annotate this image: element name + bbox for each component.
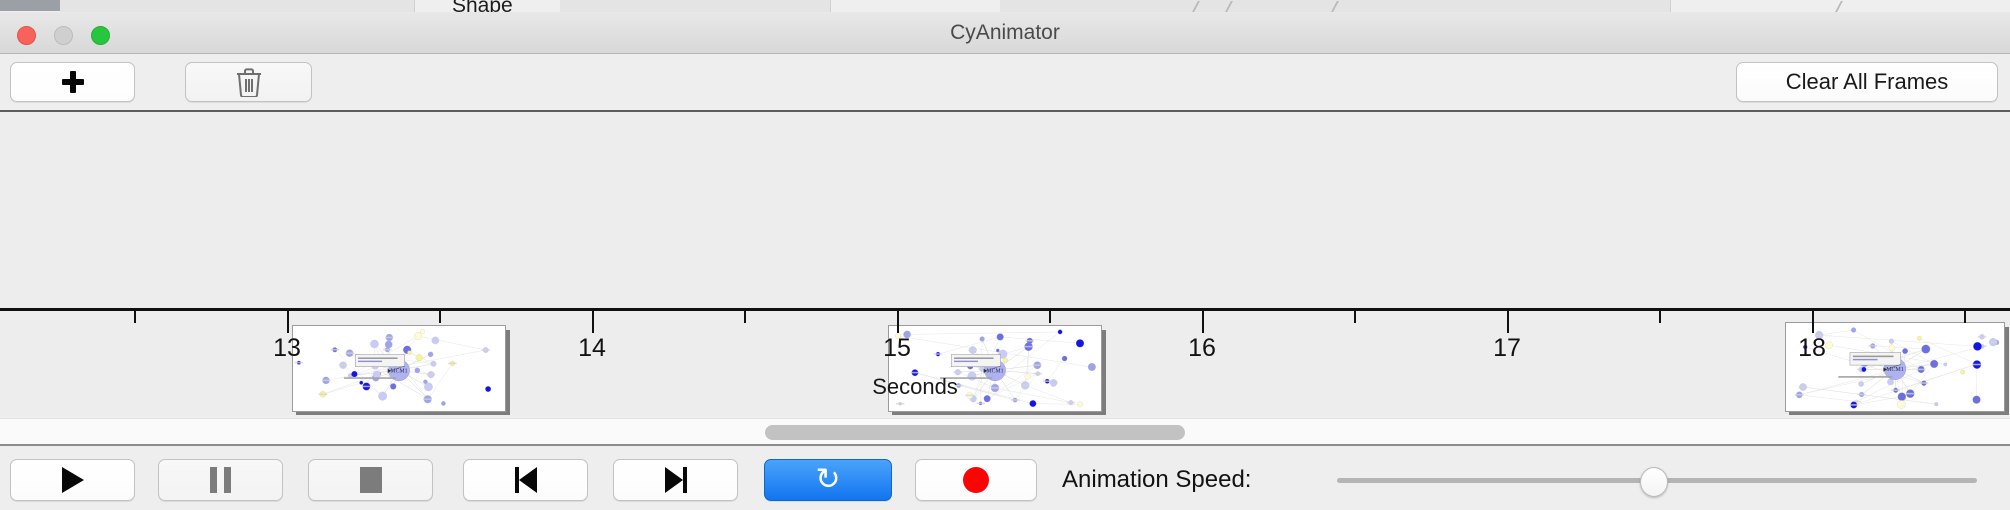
tick-minor bbox=[134, 311, 136, 323]
skip-back-button[interactable] bbox=[463, 459, 588, 501]
timeline-frame[interactable]: MCM1 bbox=[292, 325, 506, 412]
play-button[interactable] bbox=[10, 459, 135, 501]
tick-minor bbox=[744, 311, 746, 323]
axis-title: Seconds bbox=[0, 374, 2010, 400]
timeline-frame[interactable]: MCM1 bbox=[1785, 322, 2005, 412]
close-button[interactable] bbox=[17, 26, 36, 45]
zoom-button[interactable] bbox=[91, 26, 110, 45]
tick-major bbox=[1202, 311, 1204, 333]
tick-label: 13 bbox=[273, 334, 301, 362]
tick-label: 15 bbox=[883, 334, 911, 362]
minimize-button[interactable] bbox=[54, 26, 73, 45]
pause-button[interactable] bbox=[158, 459, 283, 501]
timeline-frame[interactable]: MCM1 bbox=[888, 325, 1102, 412]
tick-major bbox=[592, 311, 594, 333]
loop-button[interactable]: ↻ bbox=[764, 459, 892, 501]
skip-back-icon bbox=[514, 467, 537, 493]
svg-text:MCM1: MCM1 bbox=[1886, 367, 1904, 373]
stop-button[interactable] bbox=[308, 459, 433, 501]
animation-speed-slider-thumb[interactable] bbox=[1640, 467, 1668, 497]
clear-all-frames-button[interactable]: Clear All Frames bbox=[1736, 62, 1998, 102]
tick-major bbox=[897, 311, 899, 333]
scrollbar-thumb[interactable] bbox=[765, 425, 1185, 440]
tick-label: 14 bbox=[578, 334, 606, 362]
tick-major bbox=[287, 311, 289, 333]
tick-major bbox=[1507, 311, 1509, 333]
add-frame-button[interactable] bbox=[10, 62, 135, 102]
tick-label: 18 bbox=[1798, 334, 1826, 362]
loop-icon: ↻ bbox=[815, 462, 841, 497]
titlebar: CyAnimator bbox=[0, 12, 2010, 54]
timeline-scrollbar[interactable] bbox=[0, 418, 2010, 446]
stop-icon bbox=[359, 467, 382, 493]
toolbar-divider bbox=[0, 110, 2010, 112]
tick-minor bbox=[439, 311, 441, 323]
skip-forward-button[interactable] bbox=[613, 459, 738, 501]
axis-title-text: Seconds bbox=[872, 374, 958, 399]
svg-text:MCM1: MCM1 bbox=[986, 368, 1003, 374]
skip-forward-icon bbox=[664, 467, 687, 493]
tick-label: 16 bbox=[1188, 334, 1216, 362]
animation-speed-label: Animation Speed: bbox=[1062, 466, 1252, 493]
play-icon bbox=[61, 467, 84, 493]
tick-label: 17 bbox=[1493, 334, 1521, 362]
svg-text:MCM1: MCM1 bbox=[390, 368, 407, 374]
tick-minor bbox=[1354, 311, 1356, 323]
tick-major bbox=[1812, 311, 1814, 333]
background-window-strip: Shape bbox=[0, 0, 2010, 13]
trash-icon bbox=[236, 68, 261, 97]
plus-icon bbox=[61, 70, 85, 94]
background-shape-label: Shape bbox=[452, 0, 513, 13]
toolbar: Clear All Frames bbox=[0, 54, 2010, 111]
delete-frame-button[interactable] bbox=[185, 62, 312, 102]
tick-minor bbox=[1659, 311, 1661, 323]
tick-minor bbox=[1964, 311, 1966, 323]
tick-minor bbox=[1049, 311, 1051, 323]
window-title: CyAnimator bbox=[950, 21, 1060, 44]
timeline-axis bbox=[0, 308, 2010, 311]
record-button[interactable] bbox=[915, 459, 1037, 501]
record-icon bbox=[963, 467, 989, 493]
pause-icon bbox=[210, 467, 231, 493]
